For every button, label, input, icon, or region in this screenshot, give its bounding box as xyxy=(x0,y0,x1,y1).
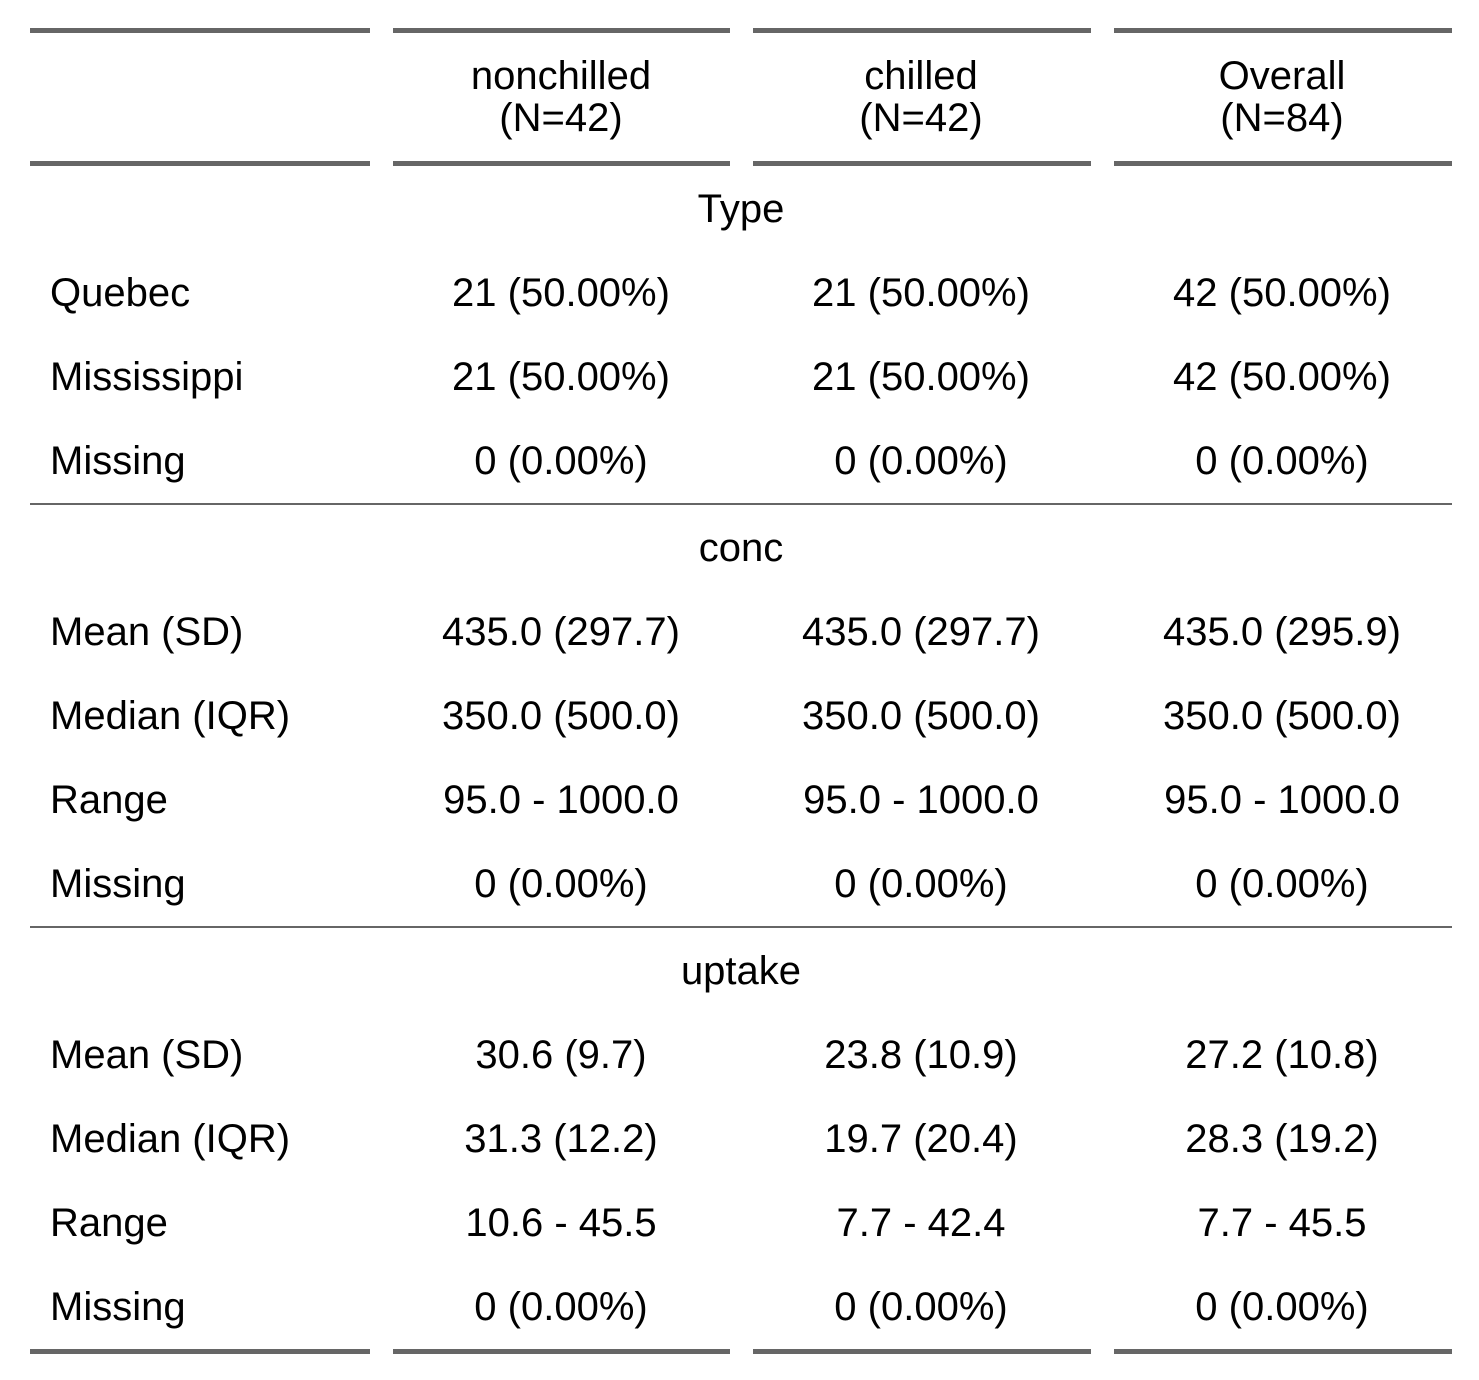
cell-nonchilled: 31.3 (12.2) xyxy=(464,1117,658,1161)
cell-nonchilled: 10.6 - 45.5 xyxy=(465,1201,657,1245)
row-label: Mean (SD) xyxy=(50,610,244,654)
cell-overall: 435.0 (295.9) xyxy=(1163,610,1401,654)
cell-overall: 42 (50.00%) xyxy=(1173,355,1391,399)
section-title-type: Type xyxy=(697,187,785,231)
row-label: Median (IQR) xyxy=(50,1117,291,1161)
column-header-overall: Overall (N=84) xyxy=(1112,55,1452,139)
column-header-nonchilled: nonchilled (N=42) xyxy=(391,55,731,139)
column-header-chilled: chilled (N=42) xyxy=(751,55,1091,139)
bottom-rule-col-2 xyxy=(753,1349,1091,1354)
column-header-name: Overall xyxy=(1218,54,1346,98)
cell-chilled: 435.0 (297.7) xyxy=(802,610,1040,654)
cell-chilled: 19.7 (20.4) xyxy=(824,1117,1018,1161)
row-label: Quebec xyxy=(50,271,191,315)
cell-overall: 28.3 (19.2) xyxy=(1185,1117,1379,1161)
section-title-uptake: uptake xyxy=(680,949,802,993)
column-header-count: (N=42) xyxy=(859,96,983,140)
header-rule-col-2 xyxy=(753,161,1091,166)
row-label: Median (IQR) xyxy=(50,694,291,738)
bottom-rule-col-1 xyxy=(393,1349,730,1354)
cell-chilled: 350.0 (500.0) xyxy=(802,694,1040,738)
row-label: Missing xyxy=(50,1285,186,1329)
row-label: Missing xyxy=(50,439,186,483)
cell-overall: 0 (0.00%) xyxy=(1195,439,1369,483)
cell-chilled: 7.7 - 42.4 xyxy=(836,1201,1006,1245)
column-header-count: (N=42) xyxy=(499,96,623,140)
section-title-conc: conc xyxy=(698,526,784,570)
top-rule-col-2 xyxy=(753,28,1091,33)
cell-nonchilled: 95.0 - 1000.0 xyxy=(443,778,679,822)
cell-nonchilled: 21 (50.00%) xyxy=(452,271,670,315)
header-rule-col-1 xyxy=(393,161,730,166)
top-rule-col-1 xyxy=(393,28,730,33)
cell-chilled: 0 (0.00%) xyxy=(834,439,1008,483)
cell-nonchilled: 21 (50.00%) xyxy=(452,355,670,399)
row-label: Mean (SD) xyxy=(50,1033,244,1077)
row-label: Mississippi xyxy=(50,355,244,399)
cell-chilled: 0 (0.00%) xyxy=(834,862,1008,906)
row-label: Range xyxy=(50,1201,168,1245)
cell-overall: 42 (50.00%) xyxy=(1173,271,1391,315)
cell-nonchilled: 350.0 (500.0) xyxy=(442,694,680,738)
cell-nonchilled: 30.6 (9.7) xyxy=(475,1033,647,1077)
cell-nonchilled: 435.0 (297.7) xyxy=(442,610,680,654)
cell-chilled: 21 (50.00%) xyxy=(812,271,1030,315)
cell-overall: 7.7 - 45.5 xyxy=(1197,1201,1367,1245)
cell-chilled: 95.0 - 1000.0 xyxy=(803,778,1039,822)
bottom-rule-col-3 xyxy=(1114,1349,1452,1354)
column-header-name: nonchilled xyxy=(470,54,652,98)
top-rule-label-col xyxy=(30,28,370,33)
cell-overall: 27.2 (10.8) xyxy=(1185,1033,1379,1077)
row-label: Range xyxy=(50,778,168,822)
header-rule-col-3 xyxy=(1114,161,1452,166)
cell-overall: 0 (0.00%) xyxy=(1195,1285,1369,1329)
cell-chilled: 23.8 (10.9) xyxy=(824,1033,1018,1077)
cell-nonchilled: 0 (0.00%) xyxy=(474,1285,648,1329)
cell-chilled: 21 (50.00%) xyxy=(812,355,1030,399)
header-rule-label-col xyxy=(30,161,370,166)
cell-nonchilled: 0 (0.00%) xyxy=(474,439,648,483)
cell-overall: 0 (0.00%) xyxy=(1195,862,1369,906)
cell-nonchilled: 0 (0.00%) xyxy=(474,862,648,906)
column-header-count: (N=84) xyxy=(1220,96,1344,140)
top-rule-col-3 xyxy=(1114,28,1452,33)
cell-overall: 350.0 (500.0) xyxy=(1163,694,1401,738)
section-divider xyxy=(30,503,1452,505)
bottom-rule-label-col xyxy=(30,1349,370,1354)
column-header-name: chilled xyxy=(864,54,978,98)
section-divider xyxy=(30,926,1452,928)
cell-overall: 95.0 - 1000.0 xyxy=(1164,778,1400,822)
cell-chilled: 0 (0.00%) xyxy=(834,1285,1008,1329)
row-label: Missing xyxy=(50,862,186,906)
